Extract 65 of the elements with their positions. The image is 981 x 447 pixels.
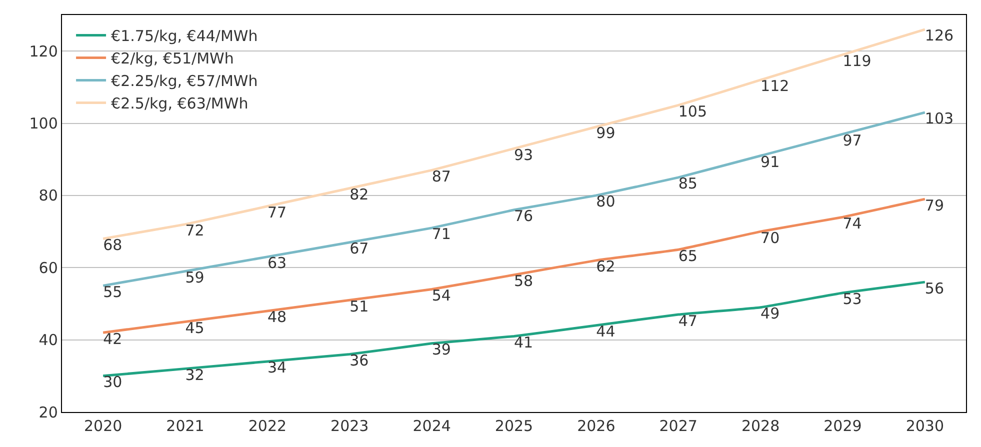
x-tick-label: 2029: [824, 417, 862, 436]
legend-label: €2/kg, €51/MWh: [111, 50, 234, 68]
data-label: 72: [185, 222, 204, 240]
data-label: 105: [678, 102, 707, 120]
y-tick-label: 100: [29, 114, 58, 133]
data-label: 67: [350, 240, 369, 258]
data-label: 79: [924, 196, 944, 214]
data-label: 58: [514, 272, 534, 290]
data-label: 87: [432, 167, 451, 186]
data-label: 93: [514, 146, 534, 164]
x-tick-label: 2025: [494, 417, 534, 436]
legend-label: €2.5/kg, €63/MWh: [111, 94, 248, 113]
x-tick-label: 2020: [84, 417, 122, 436]
data-label: 126: [924, 26, 954, 45]
data-label: 51: [350, 297, 369, 316]
y-tick-label: 60: [38, 258, 58, 277]
data-label: 74: [842, 214, 862, 232]
x-tick-label: 2024: [412, 417, 451, 436]
data-label: 42: [103, 330, 122, 348]
x-tick-label: 2021: [166, 417, 204, 436]
data-label: 103: [924, 110, 954, 128]
data-label: 99: [596, 124, 616, 142]
data-label: 56: [924, 279, 944, 298]
legend-label: €2.25/kg, €57/MWh: [111, 72, 258, 90]
x-tick-label: 2026: [577, 417, 616, 436]
y-tick-label: 120: [29, 42, 58, 60]
data-label: 82: [350, 185, 369, 204]
legend-label: €1.75/kg, €44/MWh: [111, 27, 258, 46]
data-label: 80: [596, 192, 616, 211]
data-label: 63: [267, 254, 287, 272]
data-label: 77: [267, 204, 287, 222]
x-tick-label: 2030: [906, 417, 944, 436]
data-label: 47: [678, 312, 698, 330]
y-tick-label: 20: [38, 403, 58, 422]
data-label: 34: [267, 358, 287, 377]
x-tick-label: 2022: [248, 417, 287, 436]
x-tick-label: 2027: [659, 417, 698, 436]
x-tick-label: 2023: [330, 417, 369, 436]
data-label: 32: [185, 366, 204, 384]
data-label: 44: [596, 322, 616, 341]
data-label: 36: [350, 352, 369, 370]
data-label: 39: [432, 340, 451, 359]
y-tick-label: 80: [38, 186, 58, 205]
data-label: 97: [842, 131, 862, 150]
data-label: 48: [267, 308, 287, 326]
data-label: 85: [678, 174, 698, 193]
data-label: 91: [760, 153, 780, 171]
data-label: 54: [432, 286, 451, 305]
data-label: 41: [514, 333, 534, 352]
data-label: 55: [103, 282, 122, 301]
data-label: 71: [432, 225, 451, 244]
data-label: 45: [185, 319, 204, 338]
data-label: 76: [514, 207, 534, 226]
data-label: 70: [760, 228, 780, 247]
data-label: 59: [185, 268, 204, 286]
data-label: 68: [103, 236, 122, 254]
data-label: 119: [842, 52, 872, 70]
y-tick-label: 40: [38, 331, 58, 350]
data-label: 53: [842, 290, 862, 308]
data-label: 65: [678, 246, 698, 265]
data-label: 30: [103, 373, 122, 392]
x-tick-label: 2028: [741, 417, 780, 436]
data-label: 62: [596, 258, 616, 276]
data-label: 49: [760, 304, 780, 323]
data-label: 112: [760, 77, 790, 96]
